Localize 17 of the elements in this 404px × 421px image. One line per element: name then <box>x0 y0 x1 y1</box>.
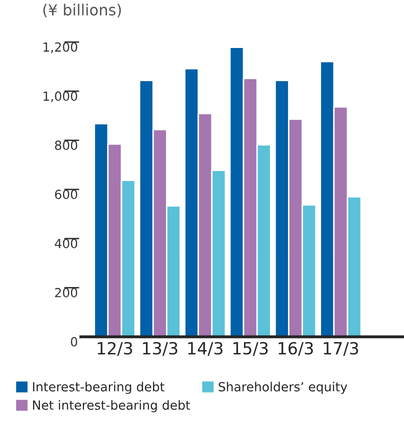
x-tick-label: 16/3 <box>278 342 313 356</box>
y-tick-label: 200 <box>55 288 78 298</box>
y-tick-label: 0 <box>70 337 78 346</box>
x-tick-label: 14/3 <box>188 342 222 356</box>
y-tick-label: 400 <box>54 238 78 248</box>
y-tick-label: 1,000 <box>44 91 78 102</box>
y-axis-title: (¥ billions) <box>43 4 121 18</box>
x-tick-label: 13/3 <box>143 342 178 356</box>
legend-label: Interest-bearing debt <box>33 382 164 394</box>
y-tick-label: 600 <box>55 190 78 200</box>
legend-label: Shareholders’ equity <box>218 382 348 394</box>
y-tick-label: 800 <box>55 140 78 150</box>
x-tick-label: 12/3 <box>98 342 132 356</box>
x-tick-label: 17/3 <box>324 342 358 356</box>
y-tick-label: 1,200 <box>44 42 78 54</box>
x-tick-label: 15/3 <box>233 342 268 356</box>
legend-label: Net interest-bearing debt <box>33 400 190 412</box>
